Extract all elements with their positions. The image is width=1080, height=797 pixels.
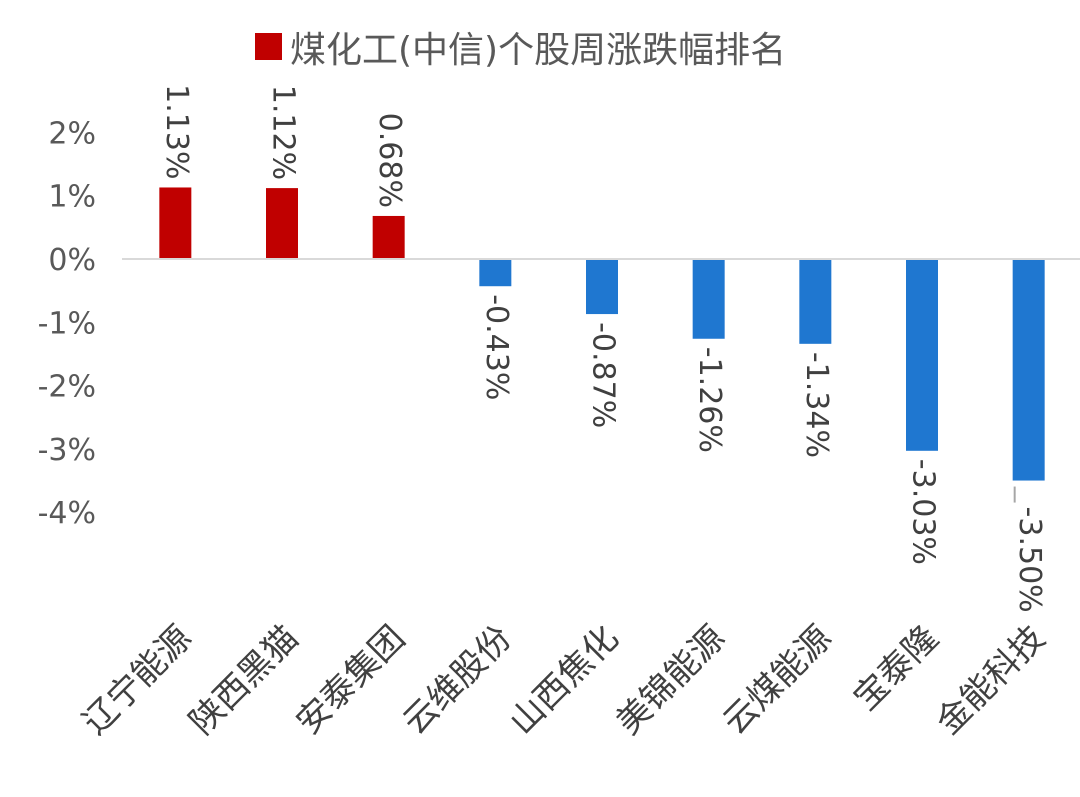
- legend-label: 煤化工(中信)个股周涨跌幅排名: [290, 30, 786, 71]
- y-tick-label: 2%: [48, 116, 96, 151]
- category-label: 陕西黑猫: [182, 618, 306, 742]
- bars: [159, 187, 1045, 481]
- data-label: -0.43%: [479, 294, 514, 400]
- bar: [799, 259, 832, 344]
- data-label: 0.68%: [372, 113, 407, 208]
- data-label: -0.87%: [586, 322, 621, 428]
- y-tick-label: -3%: [38, 433, 96, 468]
- bar: [692, 259, 725, 339]
- y-tick-label: 0%: [48, 243, 96, 278]
- category-label: 山西焦化: [502, 618, 626, 742]
- y-axis: 2% 1% 0% -1% -2% -3% -4%: [38, 116, 96, 531]
- y-tick-label: -4%: [38, 496, 96, 531]
- bar: [159, 187, 192, 259]
- category-label: 金能科技: [929, 618, 1053, 742]
- bar: [479, 259, 512, 287]
- legend-swatch: [255, 33, 282, 60]
- data-label: -1.26%: [692, 347, 727, 453]
- legend: 煤化工(中信)个股周涨跌幅排名: [255, 30, 786, 71]
- data-label: -1.34%: [799, 352, 834, 458]
- bar: [372, 215, 405, 259]
- category-label: 云煤能源: [715, 618, 839, 742]
- category-label: 宝泰隆: [846, 618, 946, 718]
- bar: [1012, 259, 1045, 481]
- data-label: -3.03%: [906, 459, 941, 565]
- bar: [586, 259, 618, 315]
- bar: [266, 188, 298, 259]
- y-tick-label: -1%: [38, 306, 96, 341]
- data-label: -3.50%: [1012, 507, 1047, 613]
- category-label: 辽宁能源: [75, 618, 199, 742]
- y-tick-label: 1%: [48, 180, 96, 215]
- bar: [906, 259, 938, 451]
- y-tick-label: -2%: [38, 370, 96, 405]
- category-label: 安泰集团: [289, 618, 413, 742]
- category-label: 云维股份: [395, 618, 519, 742]
- data-labels: 1.13% 1.12% 0.68% -0.43% -0.87% -1.26% -1.34% -…: [159, 84, 1047, 613]
- data-label: 1.12%: [266, 85, 301, 180]
- category-label: 美锦能源: [609, 618, 733, 742]
- data-label: 1.13%: [159, 84, 194, 179]
